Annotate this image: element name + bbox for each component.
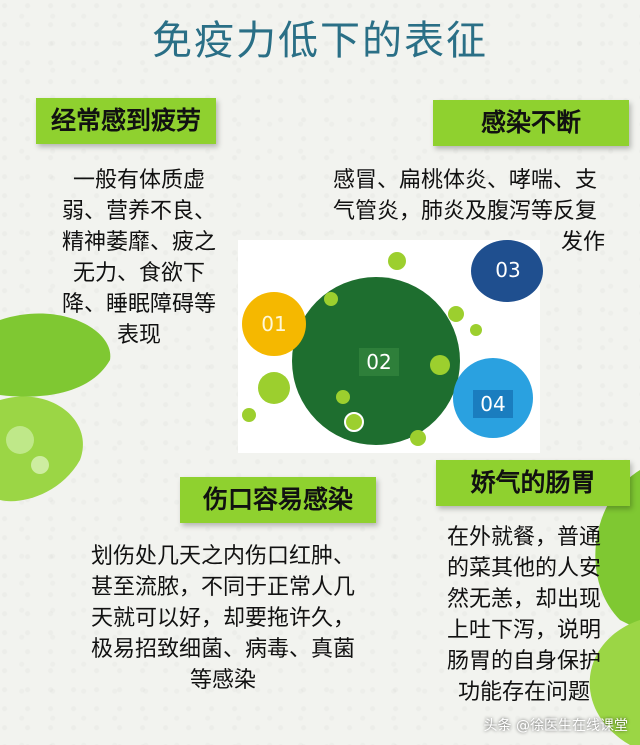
heading-infection: 感染不断 (433, 100, 629, 146)
text-line: 气管炎，肺炎及腹泻等反复 (332, 199, 597, 224)
text-line: 然无恙，却出现 (446, 587, 601, 612)
heading-wound: 伤口容易感染 (180, 477, 376, 523)
dot (344, 412, 364, 432)
text-line: 的菜其他的人安 (446, 556, 601, 581)
circle-03 (471, 240, 543, 302)
dot (388, 252, 406, 270)
dot (258, 372, 290, 404)
text-line: 上吐下泻，说明 (446, 618, 601, 643)
text-line: 甚至流脓，不同于正常人几 (90, 575, 355, 600)
leaf-left-decoration (0, 313, 111, 502)
text-line: 无力、食欲下 (72, 261, 205, 286)
dot (242, 408, 256, 422)
text-line: 弱、营养不良、 (61, 199, 216, 224)
text-line: 一般有体质虚 (72, 168, 205, 193)
text-line: 极易招致细菌、病毒、真菌 (90, 637, 355, 662)
heading-fatigue: 经常感到疲劳 (36, 98, 216, 144)
text-infection: 感冒、扁桃体炎、哮喘、支 气管炎，肺炎及腹泻等反复 发作 (300, 165, 630, 258)
label-03: 03 (495, 258, 521, 282)
text-fatigue: 一般有体质虚 弱、营养不良、 精神萎靡、疲之 无力、食欲下 降、睡眠障碍等 表现 (34, 165, 244, 351)
watermark: 头条 @徐医生在线课堂 (483, 718, 628, 734)
text-line: 发作 (560, 230, 605, 255)
dot (470, 324, 482, 336)
text-stomach: 在外就餐，普通 的菜其他的人安 然无恙，却出现 上吐下泻，说明 肠胃的自身保护 … (432, 522, 616, 708)
text-line: 等感染 (189, 668, 256, 693)
text-line: 划伤处几天之内伤口红肿、 (90, 544, 355, 569)
label-02: 02 (359, 348, 399, 376)
label-01: 01 (261, 312, 287, 336)
text-line: 天就可以好，却要拖许久， (90, 606, 355, 631)
dot (410, 430, 426, 446)
dot (430, 355, 450, 375)
text-wound: 划伤处几天之内伤口红肿、 甚至流脓，不同于正常人几 天就可以好，却要拖许久， 极… (58, 541, 388, 696)
text-line: 肠胃的自身保护 (446, 649, 601, 674)
text-line: 感冒、扁桃体炎、哮喘、支 (332, 168, 597, 193)
text-line: 功能存在问题 (457, 680, 590, 705)
text-line: 降、睡眠障碍等 (61, 292, 216, 317)
dot (448, 306, 464, 322)
heading-stomach: 娇气的肠胃 (436, 460, 630, 506)
text-line: 在外就餐，普通 (446, 525, 601, 550)
text-line: 表现 (116, 323, 161, 348)
page-title: 免疫力低下的表征 (152, 18, 488, 64)
label-04: 04 (473, 390, 513, 418)
circle-01 (242, 292, 306, 356)
dot (336, 390, 350, 404)
leaf-right-decoration (589, 470, 640, 745)
text-line: 精神萎靡、疲之 (61, 230, 216, 255)
circle-diagram: 01 02 03 04 (238, 240, 543, 453)
dot (324, 292, 338, 306)
